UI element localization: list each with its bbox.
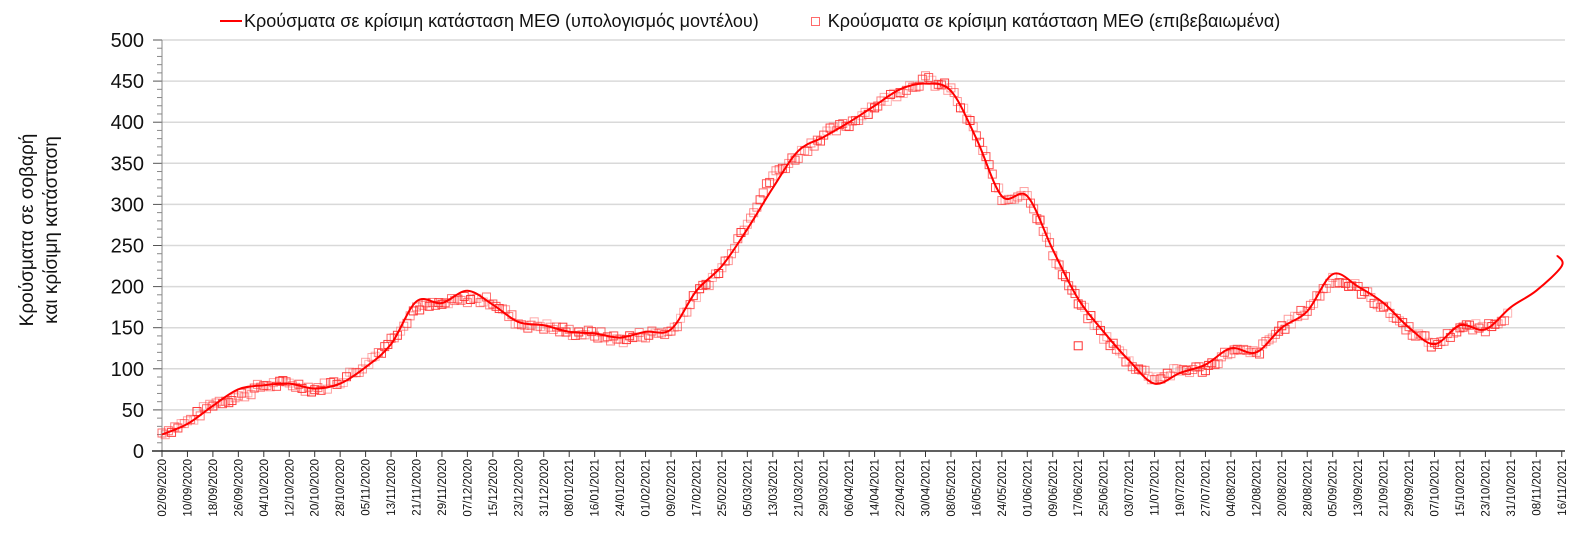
y-tick-label: 0 [133,441,144,463]
x-tick-label: 08/11/2021 [1531,459,1543,516]
x-tick-label: 04/08/2021 [1226,459,1238,517]
x-tick-label: 31/12/2020 [539,459,551,517]
y-tick-label: 200 [111,277,144,299]
x-tick-label: 09/02/2021 [666,459,678,517]
model-series-line [161,82,1564,436]
x-tick-label: 15/12/2020 [488,459,500,517]
chart-legend: Κρούσματα σε κρίσιμη κατάσταση ΜΕΘ (υπολ… [220,9,1312,33]
x-tick-label: 24/05/2021 [997,459,1009,517]
x-tick-label: 27/07/2021 [1200,459,1212,517]
x-tick-label: 15/10/2021 [1455,459,1467,517]
y-tick-label: 100 [111,359,144,381]
x-tick-label: 06/04/2021 [844,459,856,517]
x-tick-label: 21/03/2021 [793,459,805,517]
x-tick-label: 08/01/2021 [564,459,576,517]
x-tick-label: 28/10/2020 [335,459,347,517]
y-tick-label: 500 [111,30,144,52]
x-tick-label: 05/03/2021 [742,459,754,517]
y-tick-label: 450 [111,71,144,93]
x-tick-label: 20/10/2020 [310,459,322,517]
y-tick-label: 300 [111,194,144,216]
x-tick-label: 11/07/2021 [1150,459,1162,516]
y-tick-label: 150 [111,318,144,340]
legend-item-model: Κρούσματα σε κρίσιμη κατάσταση ΜΕΘ (υπολ… [220,11,759,32]
x-tick-label: 18/09/2020 [208,459,220,517]
x-tick-label: 12/10/2020 [284,459,296,517]
y-tick-label: 250 [111,236,144,258]
square-marker-icon [810,16,820,26]
x-tick-label: 14/04/2021 [870,459,882,517]
legend-label-model: Κρούσματα σε κρίσιμη κατάσταση ΜΕΘ (υπολ… [244,10,759,31]
x-tick-label: 07/10/2021 [1430,459,1442,517]
y-tick-label: 350 [111,153,144,175]
x-tick-label: 04/10/2020 [259,459,271,517]
x-tick-label: 29/03/2021 [819,459,831,517]
x-tick-label: 05/09/2021 [1328,459,1340,517]
x-tick-label: 03/07/2021 [1124,459,1136,517]
x-tick-label: 25/06/2021 [1099,459,1111,517]
x-tick-label: 01/02/2021 [641,459,653,517]
y-tick-label: 50 [122,400,144,422]
x-tick-label: 01/06/2021 [1022,459,1034,517]
x-tick-label: 20/08/2021 [1277,459,1289,517]
x-tick-label: 07/12/2020 [462,459,474,517]
x-tick-label: 26/09/2020 [233,459,245,517]
y-axis: 0 50 100 150 200 250 300 350 400 450 500 [111,30,163,463]
x-tick-label: 10/09/2020 [182,459,194,517]
legend-label-confirmed: Κρούσματα σε κρίσιμη κατάσταση ΜΕΘ (επιβ… [827,10,1281,31]
x-tick-label: 25/02/2021 [717,459,729,517]
line-swatch-icon [220,20,242,22]
x-tick-label: 29/11/2020 [437,459,449,516]
x-tick-label: 13/03/2021 [768,459,780,517]
x-tick-label: 29/09/2021 [1404,459,1416,517]
x-tick-label: 31/10/2021 [1506,459,1518,517]
x-tick-label: 16/11/2021 [1557,459,1569,516]
x-tick-label: 08/05/2021 [946,459,958,517]
x-tick-label: 22/04/2021 [895,459,907,517]
x-tick-label: 13/11/2020 [386,459,398,516]
x-tick-label: 17/02/2021 [691,459,703,517]
x-tick-label: 23/12/2020 [513,459,525,517]
x-tick-label: 19/07/2021 [1175,459,1187,517]
x-tick-label: 17/06/2021 [1073,459,1085,517]
x-tick-label: 16/01/2021 [590,459,602,517]
legend-item-confirmed: Κρούσματα σε κρίσιμη κατάσταση ΜΕΘ (επιβ… [791,11,1280,32]
x-tick-label: 02/09/2020 [157,459,169,517]
x-axis: 02/09/2020 10/09/2020 18/09/2020 26/09/2020… [152,450,1569,517]
gridlines [162,39,1565,411]
x-tick-label: 05/11/2020 [361,459,373,516]
x-tick-label: 21/09/2021 [1379,459,1391,517]
x-tick-label: 21/11/2020 [412,459,424,516]
x-tick-label: 28/08/2021 [1302,459,1314,517]
x-tick-label: 30/04/2021 [921,459,933,517]
confirmed-series-markers [157,71,1513,440]
x-tick-label: 09/06/2021 [1048,459,1060,517]
x-tick-label: 12/08/2021 [1251,459,1263,517]
x-tick-label: 16/05/2021 [971,459,983,517]
x-tick-label: 24/01/2021 [615,459,627,517]
y-tick-label: 400 [111,112,144,134]
x-tick-label: 23/10/2021 [1480,459,1492,517]
x-tick-label: 13/09/2021 [1353,459,1365,517]
